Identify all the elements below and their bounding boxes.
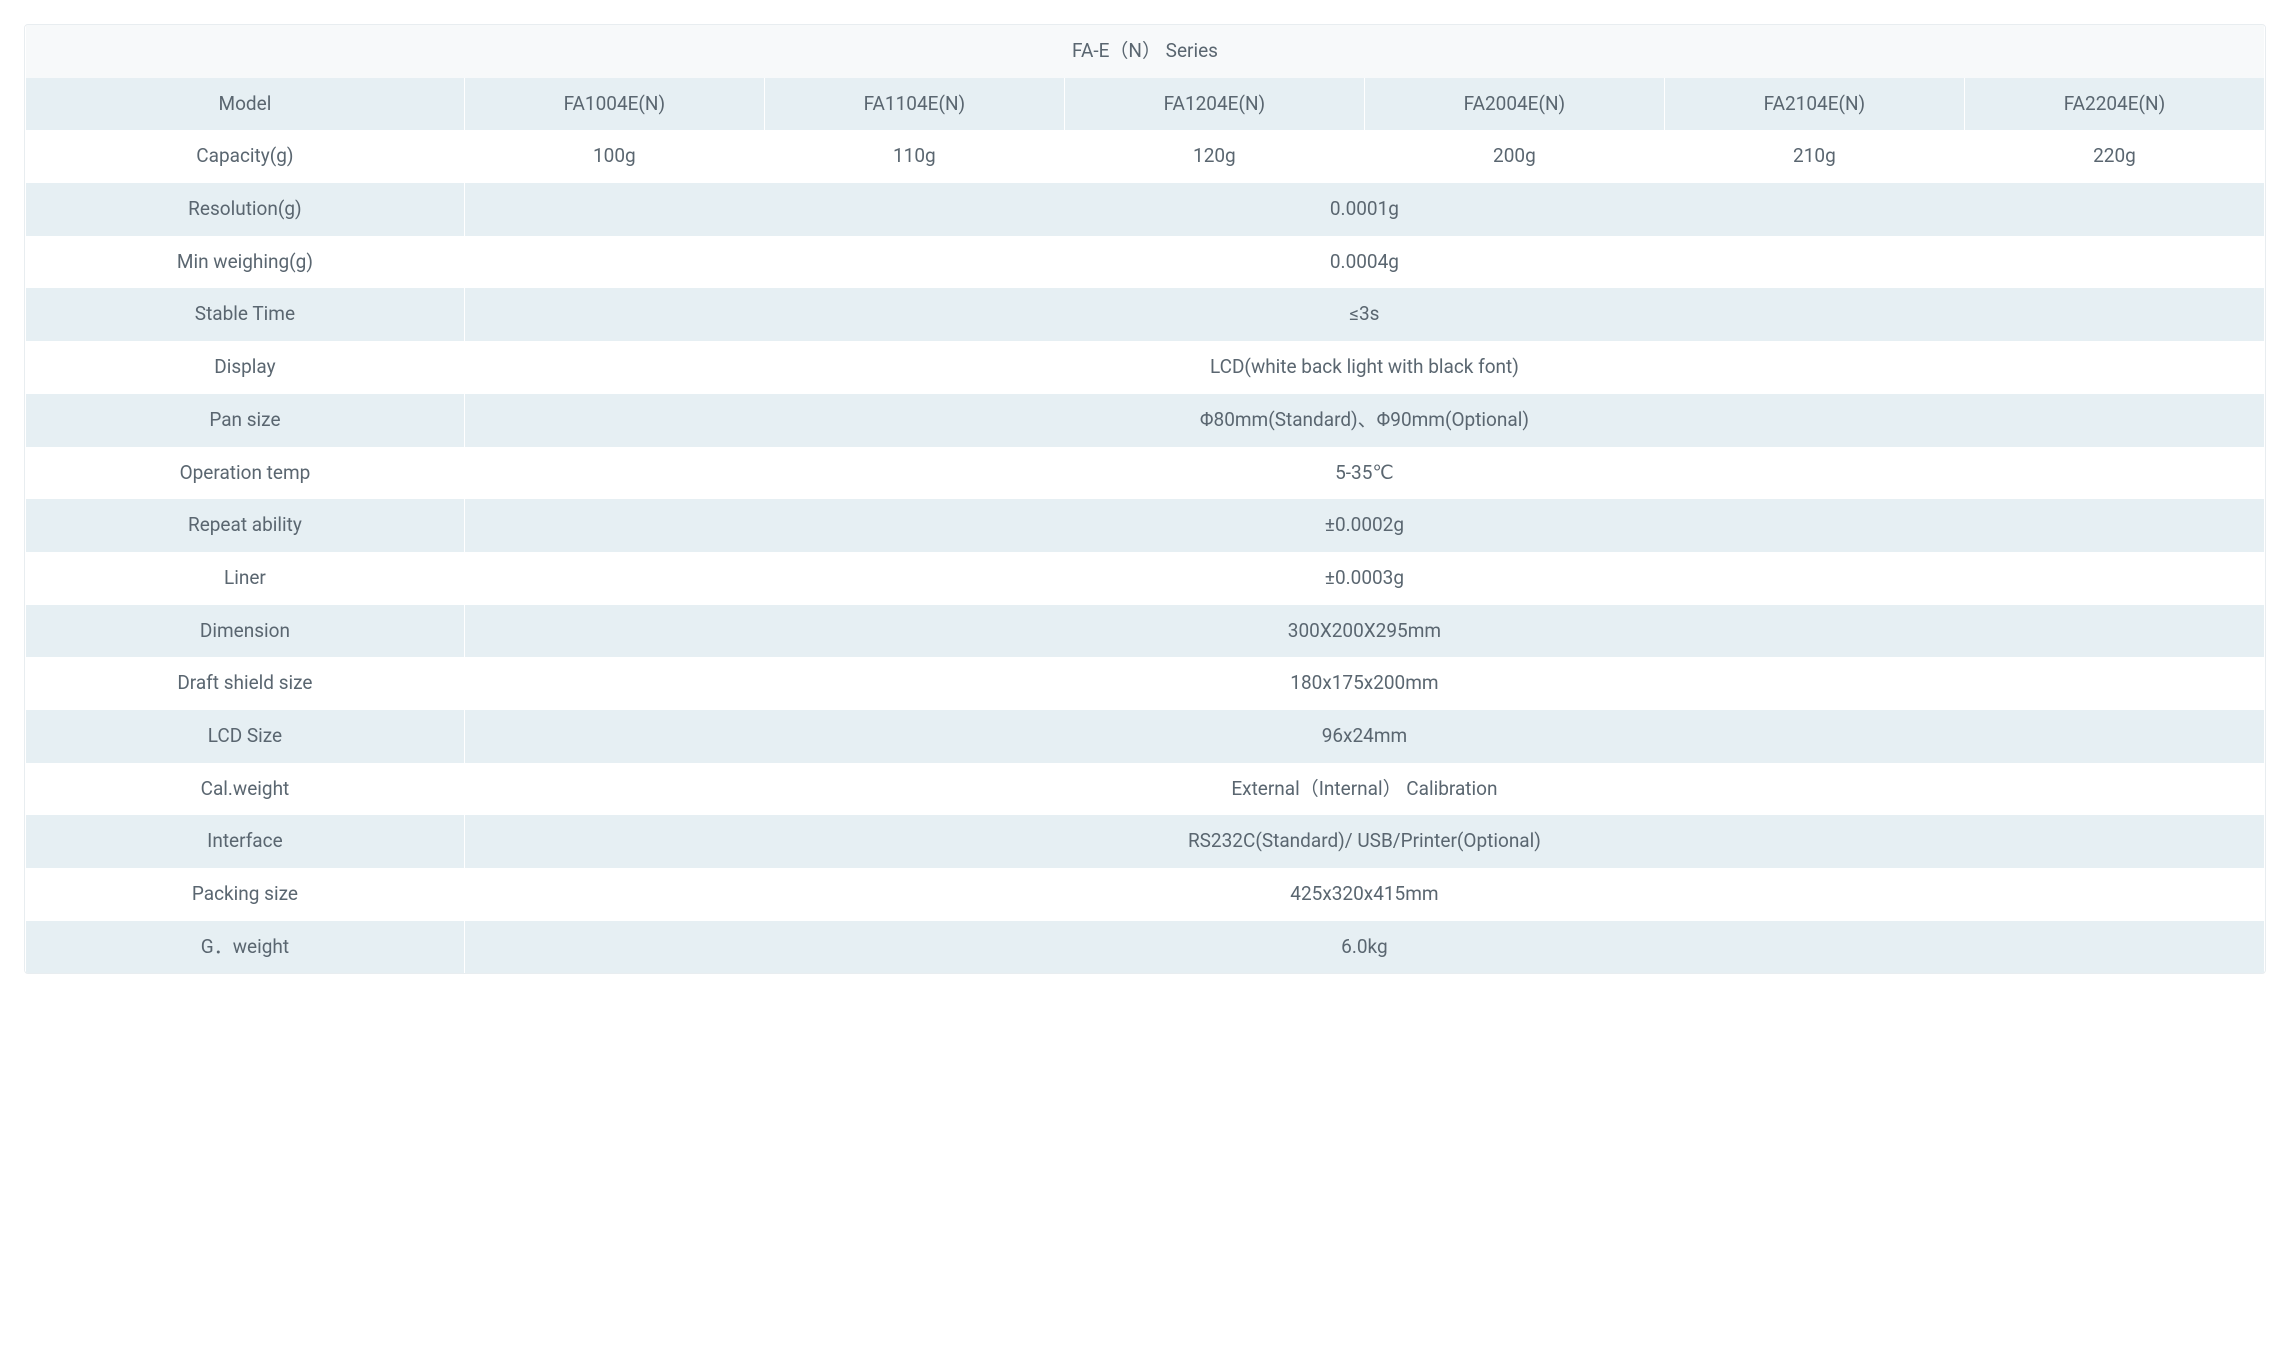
row-value-span: 180x175x200mm [464, 657, 2264, 710]
header-model-3: FA2004E(N) [1364, 78, 1664, 131]
row-value-span: 425x320x415mm [464, 868, 2264, 921]
row-label: Resolution(g) [26, 183, 465, 236]
table-row: Draft shield size180x175x200mm [26, 657, 2265, 710]
table-row: Pan sizeΦ80mm(Standard)、Φ90mm(Optional) [26, 394, 2265, 447]
spec-table-container: FA-E（N） Series Model FA1004E(N) FA1104E(… [24, 24, 2266, 974]
header-model-0: FA1004E(N) [464, 78, 764, 131]
row-value-span: External（Internal） Calibration [464, 763, 2264, 816]
row-value-span: Φ80mm(Standard)、Φ90mm(Optional) [464, 394, 2264, 447]
table-row: DisplayLCD(white back light with black f… [26, 341, 2265, 394]
row-label: Cal.weight [26, 763, 465, 816]
row-value-span: LCD(white back light with black font) [464, 341, 2264, 394]
row-value-span: RS232C(Standard)/ USB/Printer(Optional) [464, 815, 2264, 868]
row-label: Capacity(g) [26, 130, 465, 183]
row-value-span: ±0.0002g [464, 499, 2264, 552]
header-label: Model [26, 78, 465, 131]
header-model-4: FA2104E(N) [1664, 78, 1964, 131]
row-value-span: 300X200X295mm [464, 605, 2264, 658]
row-value-cell: 100g [464, 130, 764, 183]
spec-table-body: Capacity(g)100g110g120g200g210g220gResol… [26, 130, 2265, 973]
row-value-cell: 110g [764, 130, 1064, 183]
spec-table-head: FA-E（N） Series Model FA1004E(N) FA1104E(… [26, 25, 2265, 130]
row-value-span: ±0.0003g [464, 552, 2264, 605]
row-label: Dimension [26, 605, 465, 658]
row-value-cell: 200g [1364, 130, 1664, 183]
row-label: Interface [26, 815, 465, 868]
row-value-cell: 120g [1064, 130, 1364, 183]
table-row: Liner±0.0003g [26, 552, 2265, 605]
row-label: Min weighing(g) [26, 236, 465, 289]
spec-table: FA-E（N） Series Model FA1004E(N) FA1104E(… [25, 25, 2265, 973]
row-value-span: 96x24mm [464, 710, 2264, 763]
row-value-span: ≤3s [464, 288, 2264, 341]
row-label: Stable Time [26, 288, 465, 341]
header-model-5: FA2204E(N) [1964, 78, 2264, 131]
row-value-span: 6.0kg [464, 921, 2264, 974]
row-value-span: 5-35℃ [464, 447, 2264, 500]
model-header-row: Model FA1004E(N) FA1104E(N) FA1204E(N) F… [26, 78, 2265, 131]
row-value-cell: 210g [1664, 130, 1964, 183]
table-row: G．weight6.0kg [26, 921, 2265, 974]
row-value-span: 0.0001g [464, 183, 2264, 236]
row-label: Packing size [26, 868, 465, 921]
table-row: Repeat ability±0.0002g [26, 499, 2265, 552]
table-row: LCD Size96x24mm [26, 710, 2265, 763]
row-value-cell: 220g [1964, 130, 2264, 183]
row-label: LCD Size [26, 710, 465, 763]
row-label: Repeat ability [26, 499, 465, 552]
table-row: Packing size425x320x415mm [26, 868, 2265, 921]
table-row: Capacity(g)100g110g120g200g210g220g [26, 130, 2265, 183]
table-row: Resolution(g)0.0001g [26, 183, 2265, 236]
row-label: Draft shield size [26, 657, 465, 710]
table-row: Min weighing(g)0.0004g [26, 236, 2265, 289]
row-label: Display [26, 341, 465, 394]
table-row: Dimension300X200X295mm [26, 605, 2265, 658]
series-title-row: FA-E（N） Series [26, 25, 2265, 78]
header-model-1: FA1104E(N) [764, 78, 1064, 131]
row-label: Operation temp [26, 447, 465, 500]
table-row: InterfaceRS232C(Standard)/ USB/Printer(O… [26, 815, 2265, 868]
row-value-span: 0.0004g [464, 236, 2264, 289]
row-label: Pan size [26, 394, 465, 447]
row-label: G．weight [26, 921, 465, 974]
header-model-2: FA1204E(N) [1064, 78, 1364, 131]
series-title-cell: FA-E（N） Series [26, 25, 2265, 78]
row-label: Liner [26, 552, 465, 605]
table-row: Stable Time≤3s [26, 288, 2265, 341]
table-row: Cal.weightExternal（Internal） Calibration [26, 763, 2265, 816]
table-row: Operation temp5-35℃ [26, 447, 2265, 500]
